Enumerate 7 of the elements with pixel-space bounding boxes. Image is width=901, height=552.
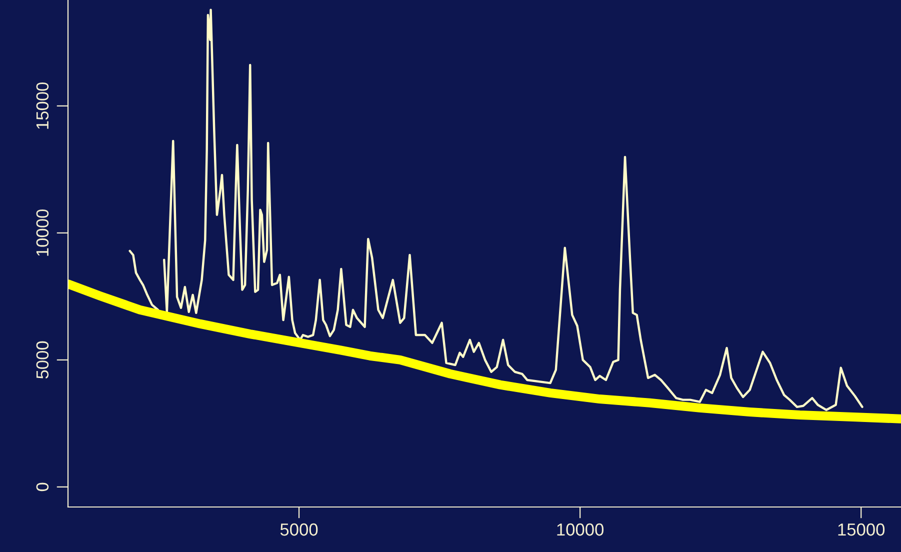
- y-tick-label: 5000: [36, 341, 49, 379]
- y-tick-label: 0: [36, 482, 49, 492]
- x-tick-label: 15000: [838, 523, 885, 536]
- x-tick-label: 5000: [280, 523, 318, 536]
- y-tick-label: 10000: [36, 209, 49, 256]
- x-tick-label: 10000: [557, 523, 604, 536]
- y-tick-label: 15000: [36, 82, 49, 129]
